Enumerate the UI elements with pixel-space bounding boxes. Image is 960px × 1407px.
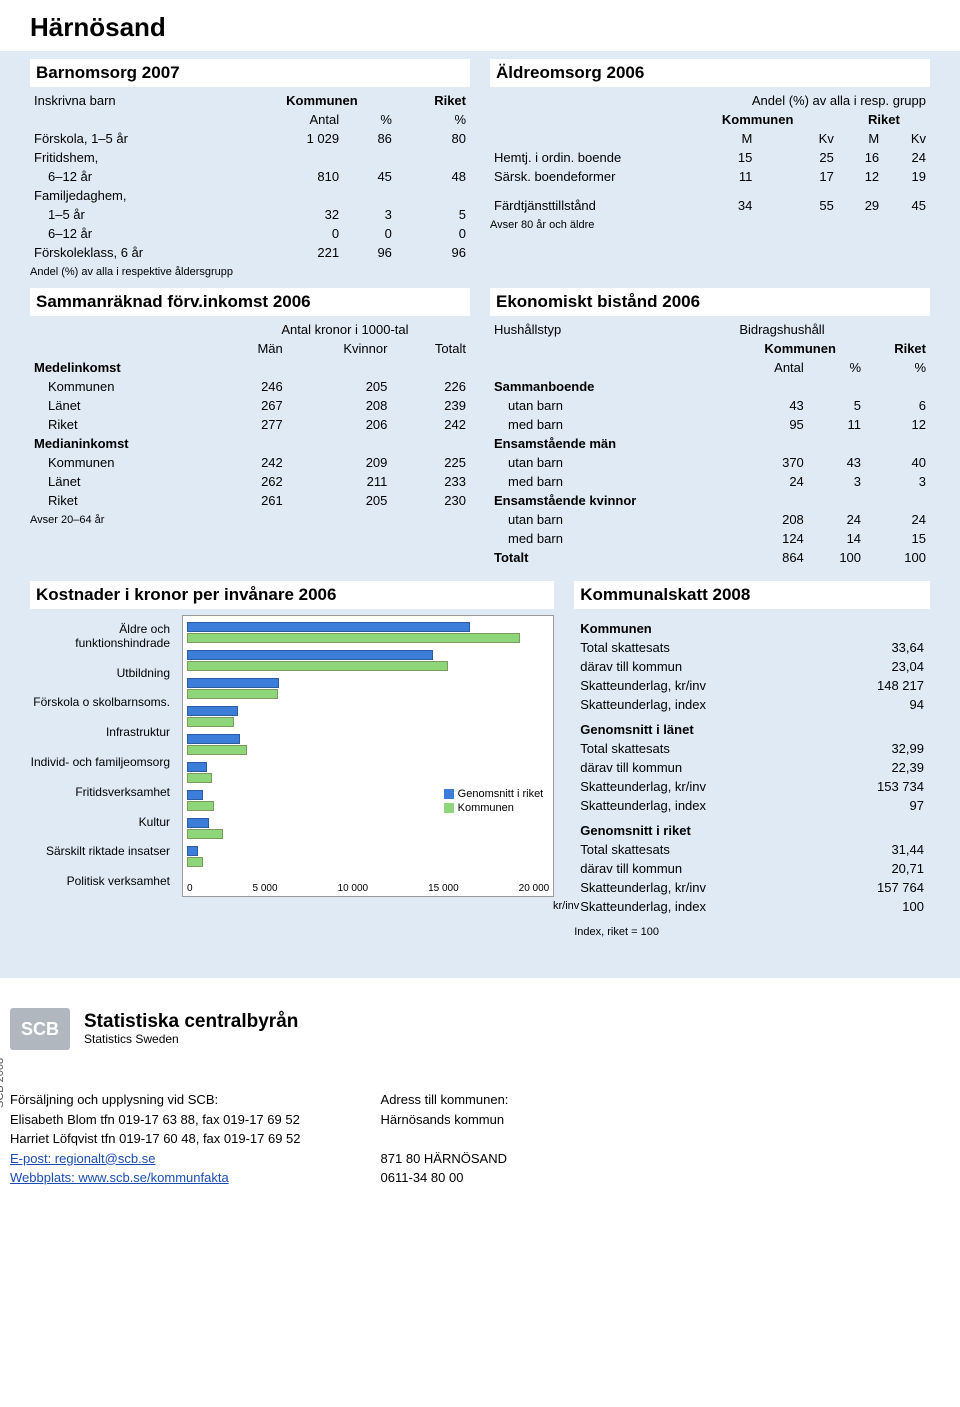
chart-legend: Genomsnitt i riket Kommunen	[444, 786, 544, 816]
email-link[interactable]: E-post: regionalt@scb.se	[10, 1151, 155, 1166]
chart-category-label: Äldre och funktionshindrade	[30, 621, 170, 653]
table-row: Total skattesats31,44	[574, 840, 930, 859]
table-row: Skatteunderlag, kr/inv157 764	[574, 878, 930, 897]
skatt-heading: Kommunalskatt 2008	[574, 581, 930, 609]
website-link[interactable]: Webbplats: www.scb.se/kommunfakta	[10, 1170, 229, 1185]
chart-category-label: Utbildning	[30, 665, 170, 683]
table-row: Länet262211233	[30, 472, 470, 491]
aldreomsorg-note: Avser 80 år och äldre	[490, 215, 930, 231]
kostnader-chart: Äldre och funktionshindrade Utbildning För…	[30, 615, 554, 897]
table-row: utan barn4356	[490, 396, 930, 415]
bistand-heading: Ekonomiskt bistånd 2006	[490, 288, 930, 316]
table-row: Förskola, 1–5 år1 0298680	[30, 129, 470, 148]
table-row: med barn2433	[490, 472, 930, 491]
skatt-note: Index, riket = 100	[574, 916, 930, 938]
table-row: Familjedaghem,	[30, 186, 470, 205]
table-row: 6–12 år000	[30, 224, 470, 243]
table-row: därav till kommun20,71	[574, 859, 930, 878]
chart-category-label: Kultur	[30, 814, 170, 832]
barnomsorg-note: Andel (%) av alla i respektive åldersgru…	[30, 262, 470, 278]
chart-category-label: Fritidsverksamhet	[30, 784, 170, 802]
table-row: Skatteunderlag, index100	[574, 897, 930, 916]
barnomsorg-table: Inskrivna barn Kommunen Riket Antal%% Fö…	[30, 91, 470, 262]
inkomst-heading: Sammanräknad förv.inkomst 2006	[30, 288, 470, 316]
kostnader-heading: Kostnader i kronor per invånare 2006	[30, 581, 554, 609]
table-row: därav till kommun22,39	[574, 758, 930, 777]
table-row: Hemtj. i ordin. boende15251624	[490, 148, 930, 167]
table-row: Förskoleklass, 6 år2219696	[30, 243, 470, 262]
inkomst-table: Antal kronor i 1000-tal MänKvinnorTotalt…	[30, 320, 470, 510]
table-row: utan barn3704340	[490, 453, 930, 472]
chart-category-label: Individ- och familjeomsorg	[30, 754, 170, 772]
table-row: Total skattesats32,99	[574, 739, 930, 758]
table-row: 1–5 år3235	[30, 205, 470, 224]
scb-logo: SCB	[10, 1008, 70, 1050]
chart-category-label: Infrastruktur	[30, 724, 170, 742]
table-row: med barn1241415	[490, 529, 930, 548]
chart-category-label: Särskilt riktade insatser	[30, 843, 170, 861]
side-year-label: SCB 2008	[0, 1057, 6, 1107]
table-row: Skatteunderlag, kr/inv153 734	[574, 777, 930, 796]
table-row: Särsk. boendeformer11171219	[490, 167, 930, 186]
table-row: därav till kommun23,04	[574, 657, 930, 676]
table-row: Riket277206242	[30, 415, 470, 434]
table-row: Skatteunderlag, index94	[574, 695, 930, 714]
table-row: Riket261205230	[30, 491, 470, 510]
table-row: Total skattesats33,64	[574, 638, 930, 657]
table-row: 6–12 år8104548	[30, 167, 470, 186]
table-row: med barn951112	[490, 415, 930, 434]
table-row: Färdtjänsttillstånd34552945	[490, 196, 930, 215]
table-row: Länet267208239	[30, 396, 470, 415]
table-row: Skatteunderlag, index97	[574, 796, 930, 815]
inkomst-note: Avser 20–64 år	[30, 510, 470, 526]
chart-category-label: Politisk verksamhet	[30, 873, 170, 891]
table-row: utan barn2082424	[490, 510, 930, 529]
table-row: Skatteunderlag, kr/inv148 217	[574, 676, 930, 695]
barnomsorg-heading: Barnomsorg 2007	[30, 59, 470, 87]
table-row: Fritidshem,	[30, 148, 470, 167]
skatt-table: KommunenTotal skattesats33,64därav till …	[574, 613, 930, 916]
chart-category-label: Förskola o skolbarnsoms.	[30, 694, 170, 712]
table-row: Kommunen246205226	[30, 377, 470, 396]
footer: SCB Statistiska centralbyrån Statistics …	[0, 978, 960, 1228]
page-title: Härnösand	[0, 0, 960, 51]
table-row: Kommunen242209225	[30, 453, 470, 472]
bistand-table: HushållstypBidragshushåll KommunenRiket …	[490, 320, 930, 567]
aldreomsorg-heading: Äldreomsorg 2006	[490, 59, 930, 87]
aldreomsorg-table: Andel (%) av alla i resp. grupp Kommunen…	[490, 91, 930, 215]
